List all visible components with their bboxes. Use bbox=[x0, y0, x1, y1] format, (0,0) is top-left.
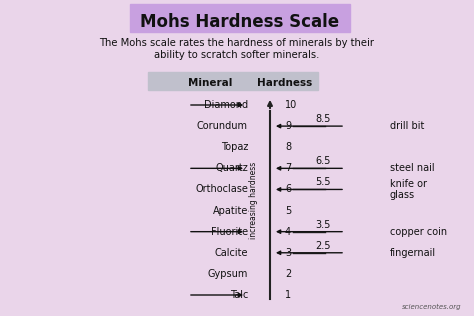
Text: 5.5: 5.5 bbox=[315, 178, 331, 187]
Text: sciencenotes.org: sciencenotes.org bbox=[402, 304, 462, 310]
Text: fingernail: fingernail bbox=[390, 248, 436, 258]
Text: Topaz: Topaz bbox=[220, 142, 248, 152]
Text: Fluorite: Fluorite bbox=[211, 227, 248, 237]
Text: 6.5: 6.5 bbox=[315, 156, 331, 166]
Text: drill bit: drill bit bbox=[390, 121, 424, 131]
Text: 9: 9 bbox=[285, 121, 291, 131]
Text: 4: 4 bbox=[285, 227, 291, 237]
Text: The Mohs scale rates the hardness of minerals by their
ability to scratch softer: The Mohs scale rates the hardness of min… bbox=[100, 38, 374, 60]
Bar bbox=[130, 4, 350, 32]
Text: increasing hardness: increasing hardness bbox=[249, 161, 258, 239]
Text: 8: 8 bbox=[285, 142, 291, 152]
Text: 3: 3 bbox=[285, 248, 291, 258]
Text: 1: 1 bbox=[285, 290, 291, 300]
Text: 8.5: 8.5 bbox=[315, 114, 331, 124]
Text: Orthoclase: Orthoclase bbox=[195, 185, 248, 194]
Text: Hardness: Hardness bbox=[257, 78, 313, 88]
Text: 7: 7 bbox=[285, 163, 291, 173]
Text: 2: 2 bbox=[285, 269, 291, 279]
Text: Mineral: Mineral bbox=[188, 78, 232, 88]
Text: Diamond: Diamond bbox=[204, 100, 248, 110]
Text: knife or
glass: knife or glass bbox=[390, 179, 427, 200]
Text: Gypsum: Gypsum bbox=[208, 269, 248, 279]
Text: 2.5: 2.5 bbox=[315, 241, 331, 251]
Bar bbox=[148, 72, 318, 90]
Text: 5: 5 bbox=[285, 205, 291, 216]
Text: 10: 10 bbox=[285, 100, 297, 110]
Text: Calcite: Calcite bbox=[215, 248, 248, 258]
Text: Apatite: Apatite bbox=[213, 205, 248, 216]
Text: copper coin: copper coin bbox=[390, 227, 447, 237]
Text: Quartz: Quartz bbox=[215, 163, 248, 173]
Text: steel nail: steel nail bbox=[390, 163, 435, 173]
Text: Mohs Hardness Scale: Mohs Hardness Scale bbox=[140, 13, 339, 31]
Text: 3.5: 3.5 bbox=[315, 220, 331, 230]
Text: 6: 6 bbox=[285, 185, 291, 194]
Text: Talc: Talc bbox=[229, 290, 248, 300]
Text: Corundum: Corundum bbox=[197, 121, 248, 131]
